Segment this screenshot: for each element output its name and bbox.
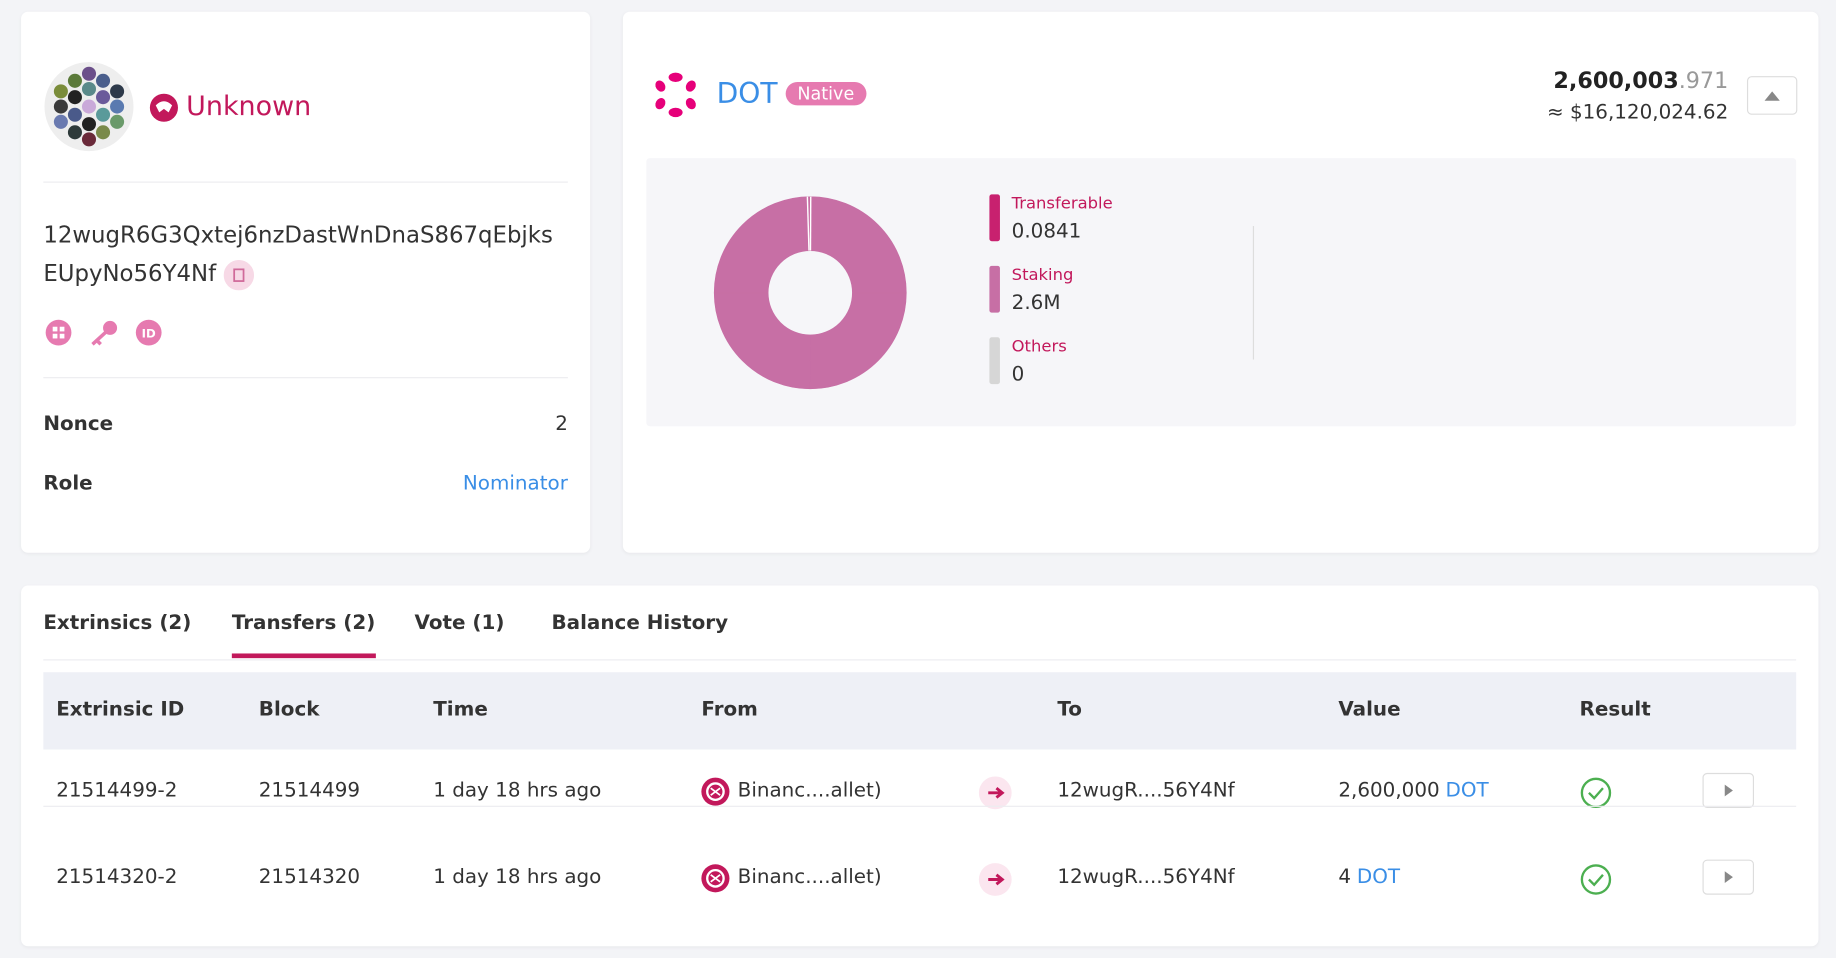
- token-badge: Native: [785, 81, 866, 106]
- legend-label: Others: [1011, 337, 1067, 357]
- legend-value: 0.0841: [1011, 220, 1082, 244]
- block[interactable]: 21514499: [258, 778, 361, 803]
- qr-button[interactable]: [45, 319, 72, 346]
- tab[interactable]: Vote (1): [414, 611, 505, 635]
- field-label: Nonce: [43, 412, 114, 436]
- address: 12wugR6G3Qxtej6nzDastWnDnaS867qEbjksEUpy…: [43, 215, 564, 292]
- column-header: From: [701, 697, 758, 722]
- donut-slice: [713, 196, 907, 390]
- legend-value: 2.6M: [1011, 291, 1061, 316]
- expand-button[interactable]: [1702, 859, 1755, 895]
- field-label: Role: [43, 471, 93, 496]
- transfers-card: [21, 585, 1819, 947]
- time: 1 day 18 hrs ago: [433, 778, 602, 803]
- value-unit[interactable]: DOT: [1445, 778, 1489, 803]
- time: 1 day 18 hrs ago: [433, 865, 602, 889]
- usd-value: ≈ $16,120,024.62: [1546, 100, 1729, 125]
- divider: [43, 659, 1797, 661]
- divider: [43, 181, 568, 183]
- column-header: To: [1057, 697, 1082, 722]
- address-text: 12wugR6G3Qxtej6nzDastWnDnaS867qEbjksEUpy…: [43, 221, 553, 287]
- tab-indicator: [231, 653, 376, 659]
- value-amount: 2,600,000: [1338, 778, 1440, 803]
- id-button[interactable]: ID: [135, 319, 162, 346]
- donut-chart: [713, 196, 907, 390]
- expand-button[interactable]: [1702, 772, 1755, 809]
- balance: 2,600,003.971: [1553, 68, 1728, 94]
- column-header: Extrinsic ID: [56, 697, 185, 722]
- legend-swatch: [989, 194, 1000, 242]
- legend-label: Transferable: [1011, 194, 1113, 214]
- tab[interactable]: Extrinsics (2): [43, 611, 192, 635]
- table-header: [43, 672, 1797, 750]
- column-header: Result: [1579, 697, 1651, 722]
- copy-button[interactable]: [223, 259, 254, 290]
- direction-icon: [978, 863, 1012, 896]
- row-divider: [43, 805, 1797, 807]
- direction-icon: [978, 776, 1012, 810]
- value-amount: 4: [1338, 865, 1352, 889]
- column-header: Value: [1338, 697, 1401, 722]
- expand-glyph: [1724, 784, 1733, 797]
- to[interactable]: 12wugR....56Y4Nf: [1057, 778, 1235, 803]
- success-glyph: [1580, 864, 1612, 895]
- block[interactable]: 21514320: [258, 865, 361, 889]
- arrow-glyph: [988, 787, 1005, 799]
- unknown-icon: [149, 93, 178, 122]
- result-icon: [1580, 863, 1613, 900]
- extrinsic-id[interactable]: 21514499-2: [56, 778, 178, 803]
- account-name: Unknown: [186, 91, 312, 122]
- collapse-icon: [1764, 91, 1780, 101]
- extrinsic-id[interactable]: 21514320-2: [56, 865, 178, 889]
- token-symbol: DOT: [716, 77, 778, 111]
- account-actions: ID: [45, 319, 162, 346]
- collapse-button[interactable]: [1746, 76, 1798, 115]
- balance-decimals: .971: [1678, 67, 1729, 94]
- svg-text:ID: ID: [142, 326, 156, 340]
- field-value: Nominator: [462, 471, 568, 496]
- from[interactable]: Binanc....allet): [737, 778, 882, 803]
- avatar: [44, 62, 134, 152]
- to[interactable]: 12wugR....56Y4Nf: [1057, 865, 1235, 889]
- tab[interactable]: Transfers (2): [231, 611, 376, 635]
- result-icon: [1580, 776, 1613, 813]
- expand-glyph: [1724, 871, 1733, 884]
- legend-value: 0: [1011, 363, 1025, 387]
- from-icon: [701, 864, 730, 893]
- from-icon: [701, 777, 730, 806]
- column-header: Block: [258, 697, 320, 722]
- legend-swatch: [989, 337, 1000, 385]
- slice-separator: [806, 196, 810, 251]
- tab[interactable]: Balance History: [551, 611, 729, 635]
- value-unit[interactable]: DOT: [1356, 865, 1401, 889]
- success-glyph: [1580, 777, 1612, 809]
- from-icon-glyph: [706, 782, 725, 802]
- value: 2,600,000 DOT: [1338, 779, 1488, 802]
- key-button[interactable]: [91, 320, 118, 346]
- value: 4 DOT: [1338, 865, 1400, 888]
- from-icon-glyph: [706, 868, 725, 888]
- legend-swatch: [989, 265, 1000, 313]
- field-value: 2: [555, 412, 568, 436]
- from[interactable]: Binanc....allet): [737, 865, 882, 889]
- legend-divider: [1252, 226, 1255, 360]
- arrow-glyph: [988, 873, 1005, 886]
- balance-integer: 2,600,003: [1553, 67, 1679, 94]
- dot-logo: [655, 72, 696, 118]
- legend-label: Staking: [1011, 265, 1074, 285]
- column-header: Time: [433, 697, 488, 722]
- divider: [43, 377, 568, 379]
